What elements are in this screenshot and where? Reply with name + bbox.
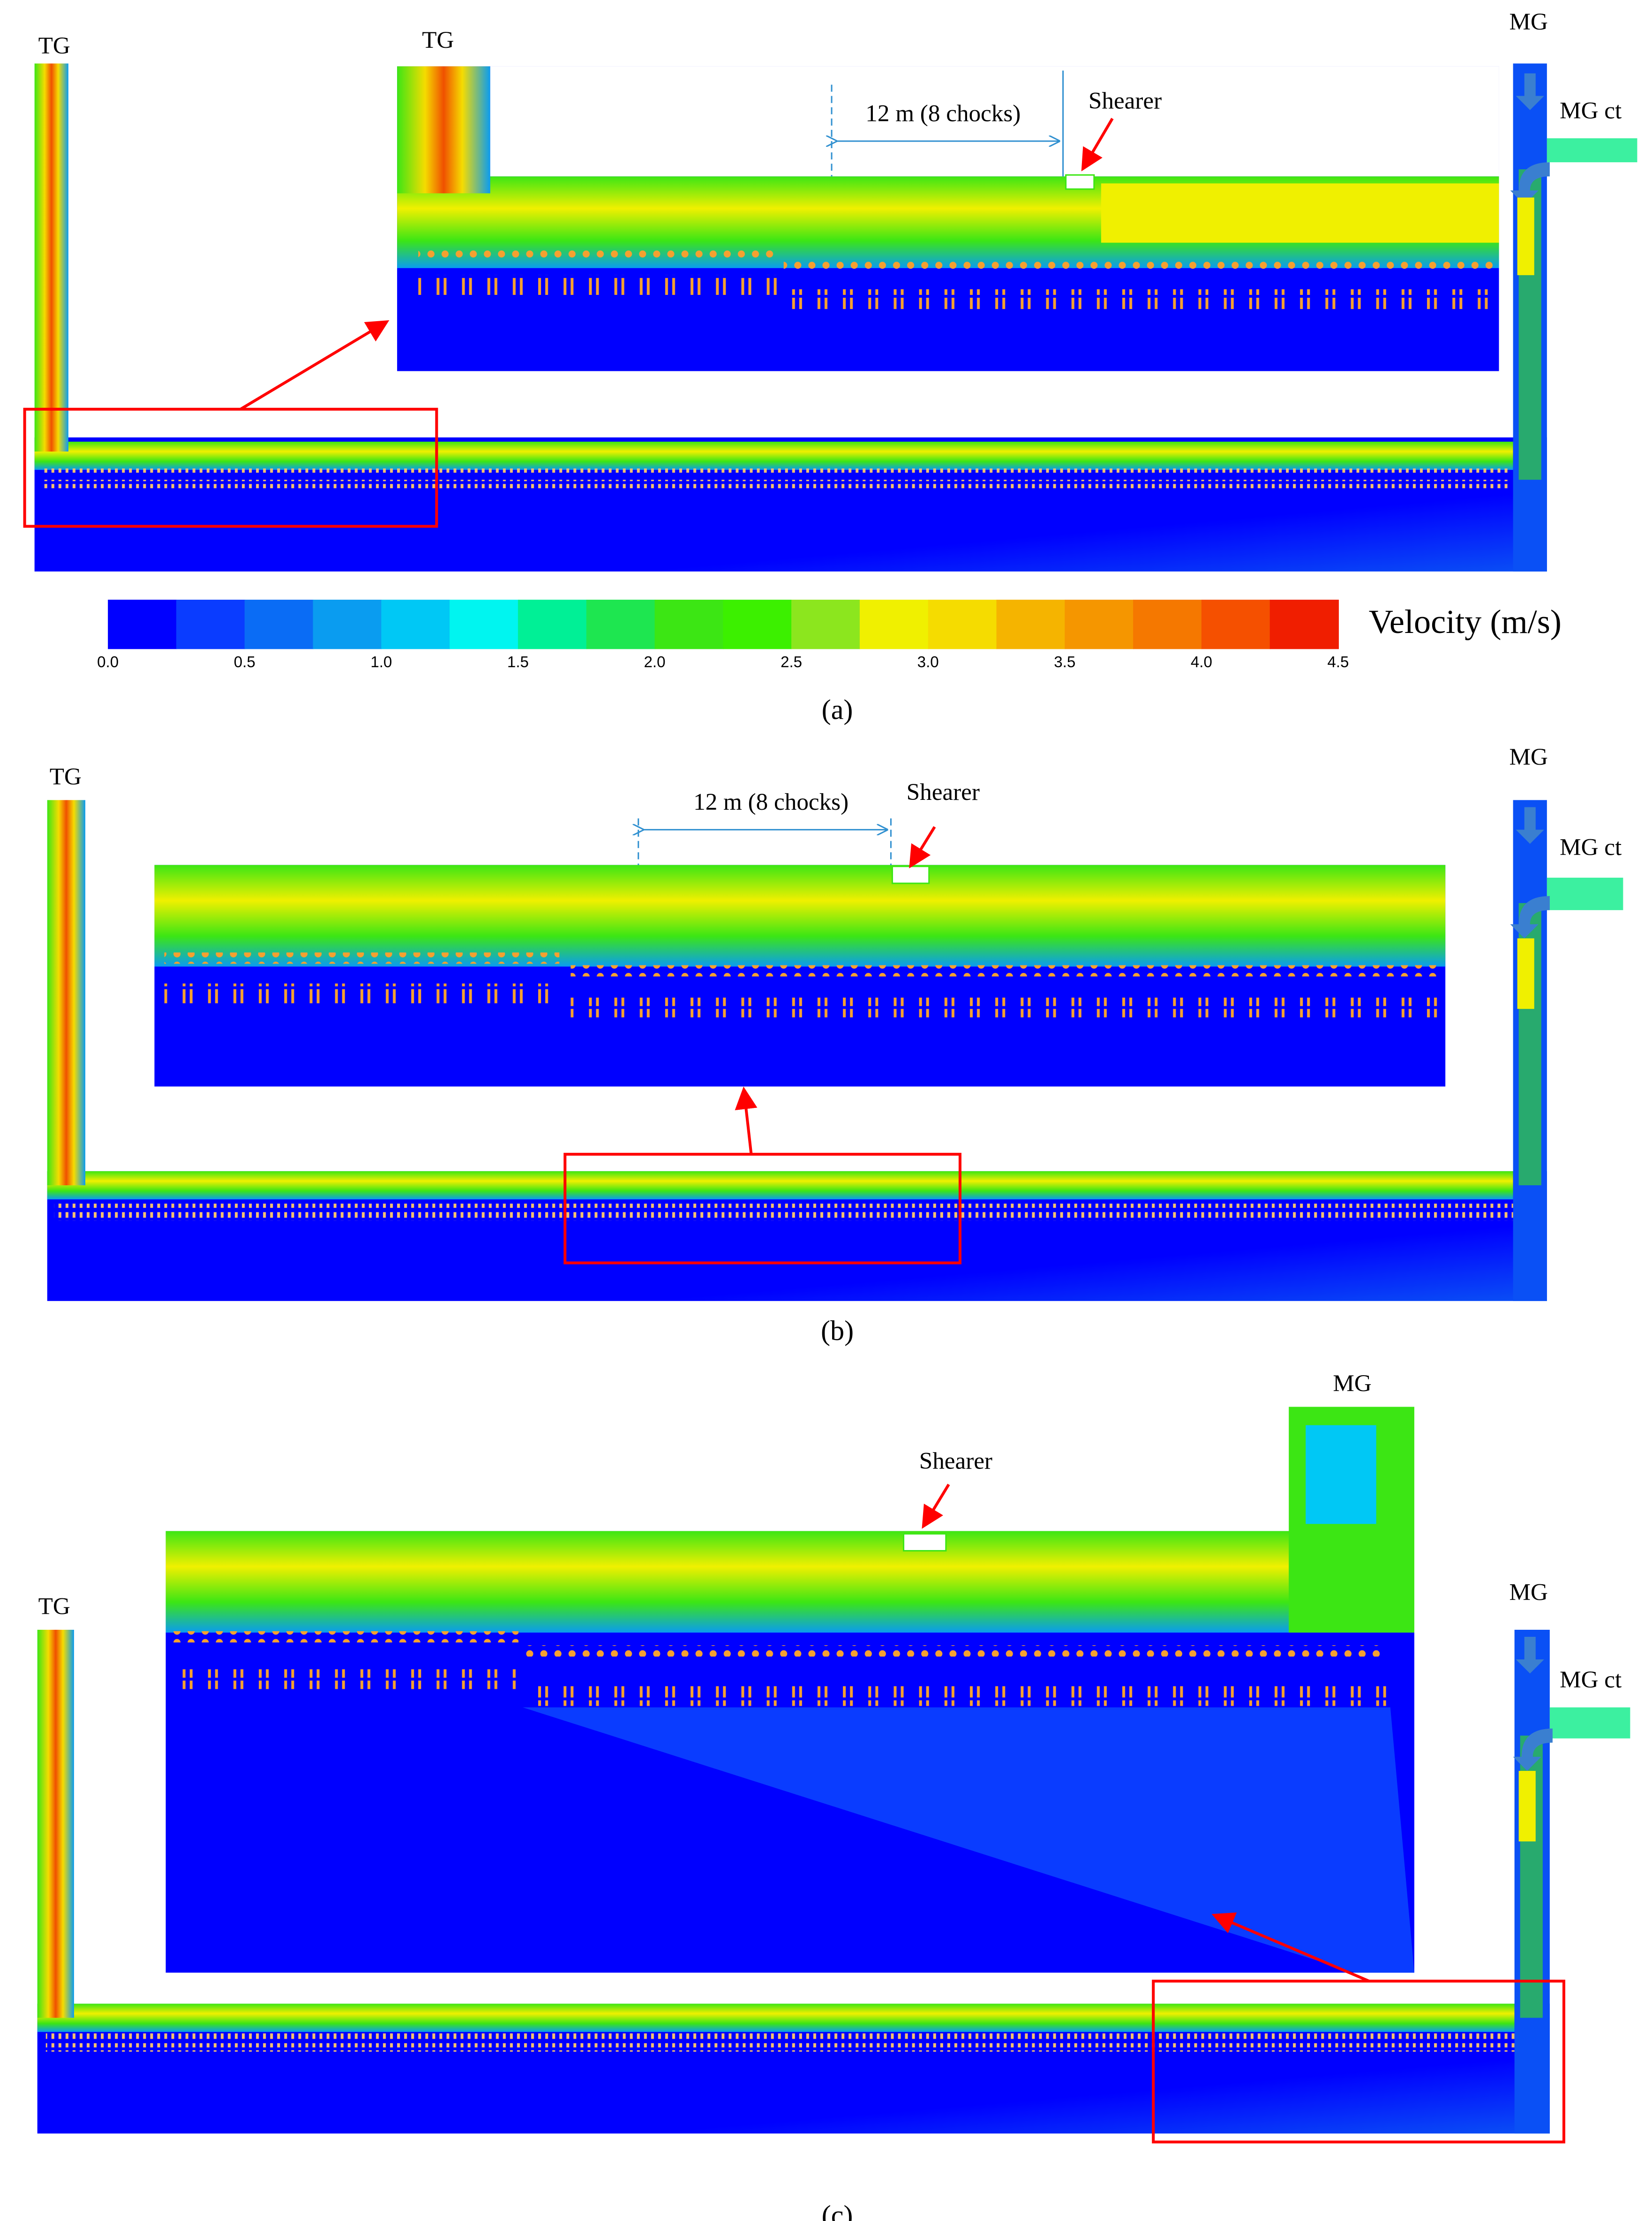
distance-label: 12 m (8 chocks) (693, 789, 849, 815)
tg-label: TG (422, 27, 454, 53)
mg-label: MG (1509, 8, 1548, 35)
colorbar-tick-label: 0.0 (97, 654, 119, 671)
colorbar-segment (1133, 600, 1202, 649)
mg-label: MG (1509, 1579, 1548, 1606)
distance-label: 12 m (8 chocks) (865, 100, 1021, 127)
colorbar-tick-label: 1.0 (370, 654, 392, 671)
panel-label: (b) (821, 1315, 854, 1347)
colorbar-tick-label: 0.5 (234, 654, 255, 671)
mg-ct-label: MG ct (1560, 834, 1622, 860)
panel-a: TG TG MG MG ct 12 m (8 chocks) Shearer 0… (23, 8, 1637, 726)
colorbar-segment (244, 600, 314, 649)
tg-label: TG (38, 1593, 70, 1620)
colorbar-segment (176, 600, 246, 649)
colorbar-segment (313, 600, 382, 649)
colorbar-segment (1065, 600, 1134, 649)
tg-label: TG (50, 763, 82, 790)
panel-b: TG MG MG ct 12 m (8 chocks) Shearer (b) (47, 744, 1623, 1347)
colorbar-segment (859, 600, 929, 649)
colorbar-segment (928, 600, 997, 649)
panel-label: (a) (822, 694, 853, 726)
colorbar: 0.0 0.5 1.0 1.5 2.0 2.5 3.0 3.5 4.0 4.5 (97, 600, 1349, 671)
colorbar-segment (723, 600, 792, 649)
shearer-label: Shearer (919, 1448, 992, 1475)
mg-ct-label: MG ct (1560, 97, 1622, 124)
colorbar-tick-label: 2.0 (644, 654, 666, 671)
mg-label: MG (1509, 744, 1548, 770)
colorbar-segment (450, 600, 519, 649)
panel-c: TG MG MG MG ct Shearer (c) (37, 1370, 1630, 2221)
shearer-label: Shearer (1089, 87, 1162, 114)
colorbar-segment (1269, 600, 1339, 649)
colorbar-segment (586, 600, 656, 649)
panel-label: (c) (822, 2200, 853, 2221)
colorbar-tick-label: 4.0 (1191, 654, 1212, 671)
colorbar-segment (996, 600, 1066, 649)
colorbar-tick-label: 1.5 (507, 654, 529, 671)
colorbar-segment (518, 600, 587, 649)
colorbar-segment (108, 600, 177, 649)
shearer-label: Shearer (907, 779, 980, 806)
mg-label: MG (1333, 1370, 1371, 1397)
colorbar-segment (381, 600, 451, 649)
colorbar-segment (791, 600, 861, 649)
colorbar-tick-label: 3.0 (917, 654, 939, 671)
colorbar-segment (654, 600, 724, 649)
colorbar-tick-label: 2.5 (781, 654, 802, 671)
colorbar-tick-label: 3.5 (1054, 654, 1075, 671)
tg-label: TG (38, 32, 70, 59)
colorbar-tick-label: 4.5 (1327, 654, 1349, 671)
colorbar-title: Velocity (m/s) (1369, 603, 1562, 640)
mg-ct-label: MG ct (1560, 1666, 1622, 1693)
colorbar-segment (1201, 600, 1271, 649)
